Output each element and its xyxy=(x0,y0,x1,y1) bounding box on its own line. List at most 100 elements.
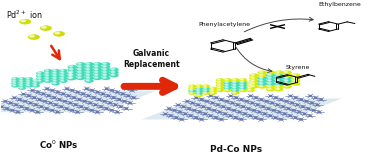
Circle shape xyxy=(260,99,263,100)
Circle shape xyxy=(274,82,284,86)
Circle shape xyxy=(86,63,90,64)
Circle shape xyxy=(125,108,127,109)
Circle shape xyxy=(246,89,255,92)
Circle shape xyxy=(231,78,240,82)
Circle shape xyxy=(258,85,267,89)
Circle shape xyxy=(21,20,26,22)
Circle shape xyxy=(202,89,210,92)
Circle shape xyxy=(76,65,85,69)
Circle shape xyxy=(217,84,220,85)
Circle shape xyxy=(69,74,73,75)
Circle shape xyxy=(197,90,200,91)
Circle shape xyxy=(170,115,172,116)
Circle shape xyxy=(231,81,240,84)
Circle shape xyxy=(242,106,245,107)
Circle shape xyxy=(188,108,190,109)
Circle shape xyxy=(20,106,23,107)
Circle shape xyxy=(244,114,246,115)
Circle shape xyxy=(19,84,26,87)
Circle shape xyxy=(293,82,296,84)
Circle shape xyxy=(33,82,40,85)
Circle shape xyxy=(239,83,247,87)
Circle shape xyxy=(302,106,304,107)
Circle shape xyxy=(76,73,85,77)
Circle shape xyxy=(68,73,77,77)
Circle shape xyxy=(307,108,310,109)
Circle shape xyxy=(246,83,255,87)
Circle shape xyxy=(59,99,61,100)
Circle shape xyxy=(287,108,290,109)
Circle shape xyxy=(78,71,81,73)
Circle shape xyxy=(38,80,41,81)
Circle shape xyxy=(67,74,75,78)
Circle shape xyxy=(91,90,93,91)
Circle shape xyxy=(179,112,181,113)
Circle shape xyxy=(246,86,255,89)
Circle shape xyxy=(283,73,292,77)
Circle shape xyxy=(19,99,21,100)
Circle shape xyxy=(259,80,263,81)
Circle shape xyxy=(283,79,292,83)
Circle shape xyxy=(266,85,275,89)
Circle shape xyxy=(268,77,271,78)
Circle shape xyxy=(31,110,33,111)
Circle shape xyxy=(232,89,236,90)
Circle shape xyxy=(89,103,91,104)
Circle shape xyxy=(116,92,119,93)
Circle shape xyxy=(36,79,45,83)
Circle shape xyxy=(217,104,219,105)
Circle shape xyxy=(225,81,228,83)
Circle shape xyxy=(177,104,179,105)
Circle shape xyxy=(240,79,243,80)
Circle shape xyxy=(115,104,117,105)
Circle shape xyxy=(235,97,237,98)
Circle shape xyxy=(57,112,59,113)
Circle shape xyxy=(85,71,94,74)
Circle shape xyxy=(264,114,266,115)
Circle shape xyxy=(59,72,68,75)
Circle shape xyxy=(248,108,250,109)
Circle shape xyxy=(60,72,64,74)
Circle shape xyxy=(44,79,52,83)
Circle shape xyxy=(164,114,167,115)
Circle shape xyxy=(85,76,94,80)
Circle shape xyxy=(33,97,36,98)
Circle shape xyxy=(232,81,236,83)
Circle shape xyxy=(276,74,279,75)
Circle shape xyxy=(223,78,232,82)
Text: Phenylacetylene: Phenylacetylene xyxy=(199,22,251,27)
Circle shape xyxy=(296,104,299,105)
Circle shape xyxy=(110,68,119,72)
Circle shape xyxy=(228,108,230,109)
Circle shape xyxy=(204,92,206,93)
Circle shape xyxy=(76,71,85,74)
Circle shape xyxy=(22,94,25,95)
Circle shape xyxy=(68,75,71,76)
Circle shape xyxy=(38,72,41,74)
Circle shape xyxy=(225,84,228,85)
Circle shape xyxy=(69,77,73,78)
Circle shape xyxy=(304,114,306,115)
Circle shape xyxy=(103,77,106,78)
Circle shape xyxy=(111,74,115,75)
Circle shape xyxy=(60,106,62,107)
Circle shape xyxy=(76,68,85,72)
Circle shape xyxy=(195,84,203,88)
Circle shape xyxy=(67,77,75,80)
Circle shape xyxy=(284,74,288,75)
Circle shape xyxy=(268,85,271,87)
Circle shape xyxy=(96,92,99,93)
Circle shape xyxy=(204,90,206,91)
Circle shape xyxy=(259,71,263,73)
Circle shape xyxy=(94,63,98,64)
Circle shape xyxy=(44,72,52,75)
Circle shape xyxy=(93,68,102,72)
Circle shape xyxy=(200,119,203,120)
Circle shape xyxy=(66,108,68,109)
Circle shape xyxy=(39,99,41,100)
Circle shape xyxy=(266,73,275,77)
Circle shape xyxy=(211,87,214,89)
Circle shape xyxy=(60,80,64,81)
Circle shape xyxy=(59,69,68,73)
Circle shape xyxy=(284,71,288,73)
